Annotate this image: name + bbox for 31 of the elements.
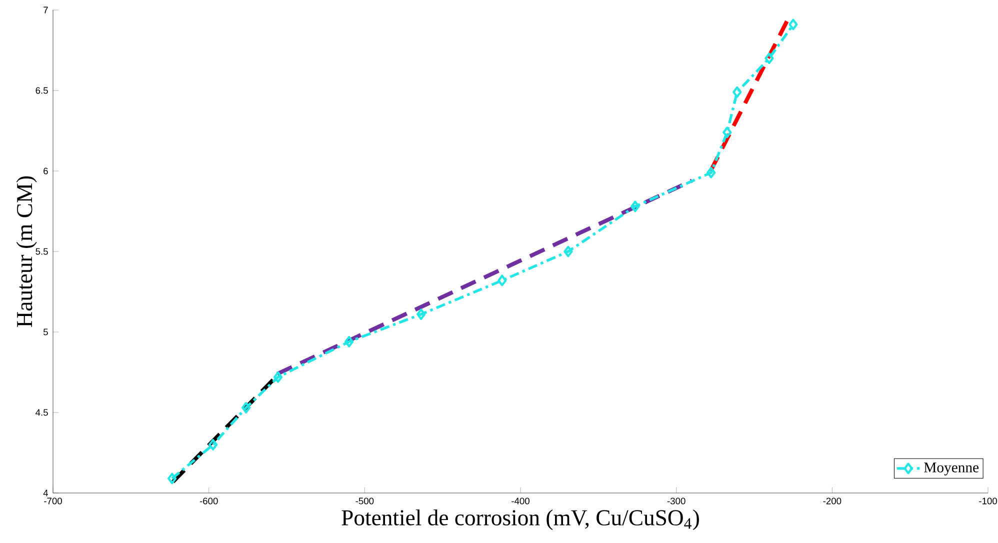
point — [208, 438, 218, 450]
y-tick-label: 4.5 — [36, 409, 48, 416]
point — [167, 472, 177, 484]
point — [788, 18, 798, 30]
y-tick-label: 5 — [43, 328, 48, 336]
point — [242, 402, 251, 414]
point — [630, 200, 640, 212]
x-tick-label: -600 — [200, 498, 218, 504]
point — [732, 86, 742, 98]
point — [722, 126, 732, 138]
x-tick-label: -400 — [512, 498, 530, 504]
point — [564, 246, 573, 258]
legend-label: Moyenne — [924, 462, 979, 476]
y-tick-label: 6.5 — [36, 87, 48, 94]
point — [416, 308, 426, 320]
point — [273, 371, 283, 383]
y-axis-title: Hauteur (m CM) — [16, 176, 37, 328]
y-tick-label: 4 — [43, 490, 48, 496]
y-tick-label: 6 — [44, 168, 48, 174]
x-tick-label: -500 — [356, 498, 374, 504]
x-tick-label: -300 — [667, 498, 686, 504]
x-axis-title: Potentiel de corrosion (mV, Cu/CuSO$_{4}$) — [342, 509, 699, 530]
point — [706, 166, 716, 178]
x-tick-label: -100 — [979, 498, 997, 504]
x-tick-label: -700 — [44, 498, 62, 504]
point — [764, 52, 774, 64]
y-tick-label: 5.5 — [36, 248, 48, 255]
point — [498, 274, 507, 286]
y-tick-label: 7 — [44, 6, 48, 14]
point — [344, 336, 354, 348]
x-tick-label: -200 — [823, 498, 842, 504]
